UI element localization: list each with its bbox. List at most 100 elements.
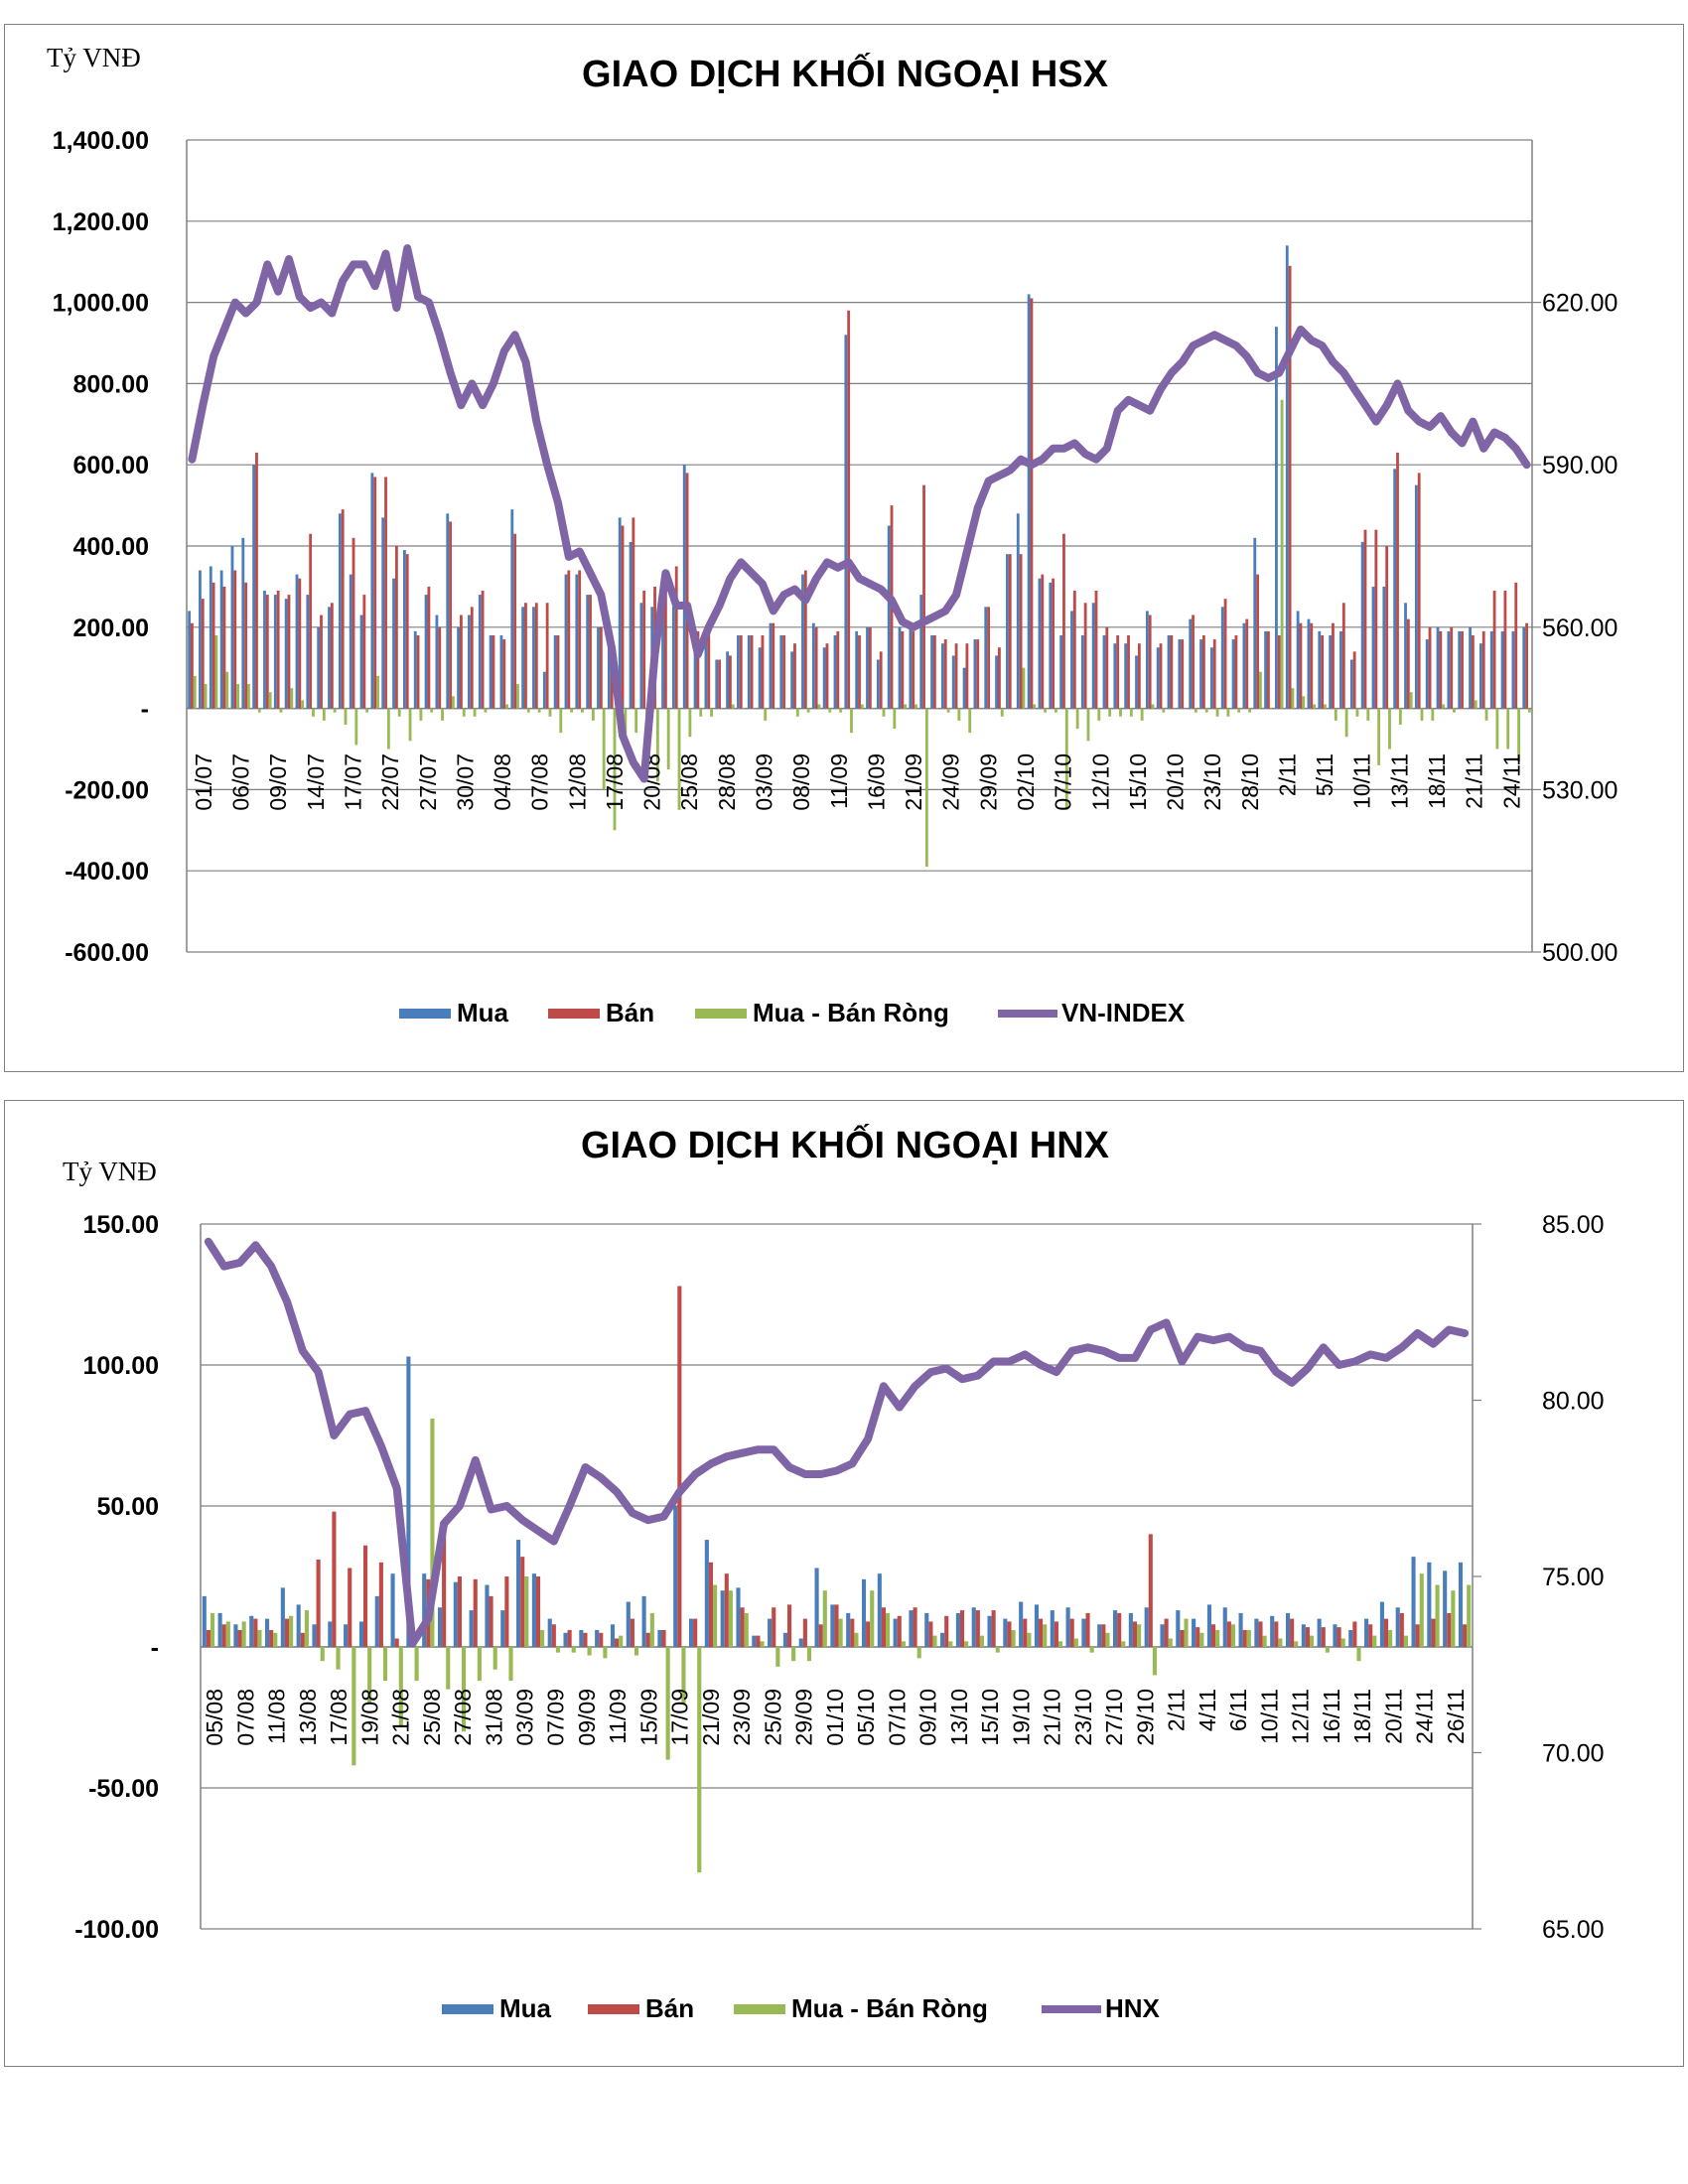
sell-bar xyxy=(901,630,905,709)
net-bar xyxy=(382,1647,388,1682)
net-bar xyxy=(1215,708,1219,717)
buy-bar xyxy=(280,1587,285,1647)
buy-bar xyxy=(940,1632,945,1647)
net-bar xyxy=(1246,1629,1251,1647)
y2-tick-label: 65.00 xyxy=(1542,1916,1605,1944)
net-bar xyxy=(795,708,799,717)
sell-bar xyxy=(944,1615,949,1647)
buy-bar xyxy=(736,1587,741,1647)
net-bar xyxy=(1506,708,1510,750)
net-bar xyxy=(1398,708,1402,725)
buy-bar xyxy=(629,541,633,709)
sell-bar xyxy=(265,595,269,709)
sell-bar xyxy=(1223,599,1227,709)
buy-bar xyxy=(693,634,697,709)
net-bar xyxy=(322,708,326,721)
net-bar xyxy=(1431,708,1435,721)
net-bar xyxy=(473,708,477,717)
sell-bar xyxy=(965,643,969,709)
net-bar xyxy=(555,1647,560,1653)
net-bar xyxy=(731,704,735,709)
net-bar xyxy=(492,1647,497,1670)
sell-bar xyxy=(545,603,549,709)
sell-bar xyxy=(416,634,420,709)
x-tick-label: 2/11 xyxy=(1275,753,1301,796)
buy-bar xyxy=(1206,1604,1211,1647)
net-bar xyxy=(893,708,897,730)
sell-bar xyxy=(696,630,700,709)
buy-bar xyxy=(758,647,762,709)
net-bar xyxy=(932,1635,937,1647)
buy-bar xyxy=(861,1578,867,1647)
buy-bar xyxy=(312,1624,317,1647)
sell-bar xyxy=(589,595,592,709)
buy-bar xyxy=(344,1624,349,1647)
buy-bar xyxy=(1124,643,1128,709)
sell-bar xyxy=(1094,590,1098,709)
buy-bar xyxy=(1414,484,1418,709)
sell-bar xyxy=(1132,1621,1138,1647)
sell-bar xyxy=(1492,590,1496,709)
sell-bar xyxy=(787,1604,792,1647)
sell-bar xyxy=(708,1562,714,1647)
buy-bar xyxy=(1192,1618,1196,1647)
net-bar xyxy=(688,708,692,738)
buy-bar xyxy=(1317,1618,1322,1647)
buy-bar xyxy=(798,1638,803,1647)
net-bar xyxy=(1129,708,1133,717)
buy-bar xyxy=(1019,1601,1024,1647)
sell-bar xyxy=(1054,1621,1058,1647)
net-bar xyxy=(1097,708,1101,721)
buy-bar xyxy=(641,1595,646,1647)
buy-bar xyxy=(844,335,848,709)
sell-bar xyxy=(1321,1627,1326,1647)
sell-bar xyxy=(630,1618,634,1647)
sell-bar xyxy=(976,639,980,709)
net-bar xyxy=(273,1632,278,1647)
sell-bar xyxy=(1148,1534,1153,1647)
x-tick-label: 4/11 xyxy=(1195,1689,1220,1731)
sell-bar xyxy=(959,1610,965,1647)
net-bar xyxy=(462,708,466,717)
sell-bar xyxy=(954,643,958,709)
buy-bar xyxy=(199,570,202,709)
sell-bar xyxy=(693,1618,698,1647)
net-bar xyxy=(1302,696,1306,709)
x-tick-label: 01/07 xyxy=(191,753,216,811)
sell-bar xyxy=(1201,634,1205,709)
net-bar xyxy=(728,1590,733,1647)
buy-bar xyxy=(564,574,568,709)
sell-bar xyxy=(1052,578,1055,709)
y-tick-label: 100.00 xyxy=(83,1352,159,1380)
net-bar xyxy=(397,708,401,717)
y-tick-label: 200.00 xyxy=(73,614,149,642)
net-bar xyxy=(882,708,886,717)
net-bar xyxy=(312,708,315,717)
sell-bar xyxy=(1368,1624,1373,1647)
net-bar xyxy=(681,1647,686,1704)
sell-bar xyxy=(1363,529,1367,709)
buy-bar xyxy=(1254,1618,1259,1647)
buy-bar xyxy=(1349,659,1353,709)
x-tick-label: 23/09 xyxy=(729,1689,755,1746)
x-tick-label: 21/09 xyxy=(901,753,926,811)
buy-bar xyxy=(924,1612,929,1647)
x-tick-label: 29/09 xyxy=(975,753,1001,811)
net-bar xyxy=(279,708,283,713)
sell-bar xyxy=(320,614,323,709)
y2-tick-label: 530.00 xyxy=(1542,776,1618,804)
x-tick-label: 24/11 xyxy=(1498,753,1524,809)
net-bar xyxy=(365,708,369,713)
y-tick-label: 800.00 xyxy=(73,370,149,398)
sell-bar xyxy=(237,1629,242,1647)
sell-bar xyxy=(782,634,786,709)
net-bar xyxy=(948,1641,953,1647)
x-tick-label: 05/10 xyxy=(853,1689,879,1746)
buy-bar xyxy=(737,634,740,709)
net-bar xyxy=(1199,1632,1204,1647)
sell-bar xyxy=(834,1604,839,1647)
sell-bar xyxy=(341,509,345,709)
sell-bar xyxy=(534,603,538,709)
x-tick-label: 25/08 xyxy=(419,1689,445,1746)
sell-bar xyxy=(1267,630,1270,709)
